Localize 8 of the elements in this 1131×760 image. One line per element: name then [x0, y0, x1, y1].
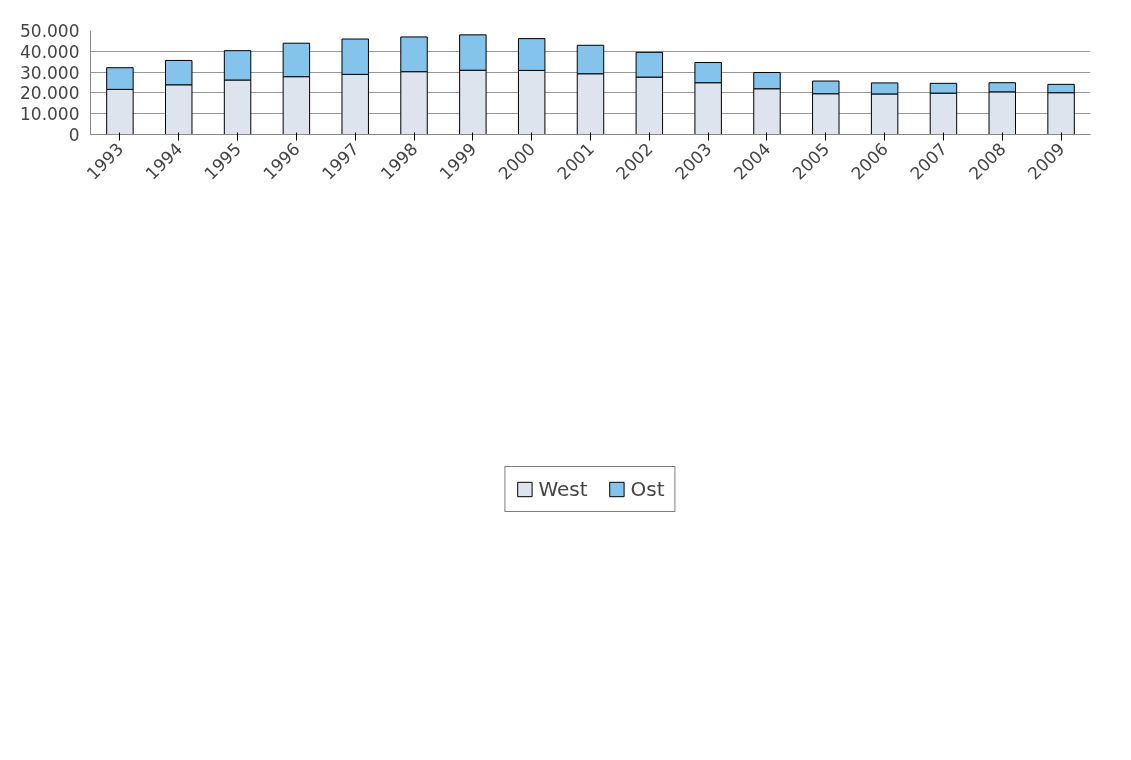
y-tick-label: 0	[68, 125, 80, 145]
y-tick-label: 50.000	[20, 21, 80, 41]
y-tick-label: 20.000	[20, 83, 80, 104]
legend-label: West	[538, 477, 588, 501]
y-tick-label: 40.000	[20, 41, 80, 62]
y-tick-label: 30.000	[20, 62, 80, 83]
legend-label: Ost	[630, 477, 665, 501]
y-tick-label: 10.000	[20, 104, 80, 125]
